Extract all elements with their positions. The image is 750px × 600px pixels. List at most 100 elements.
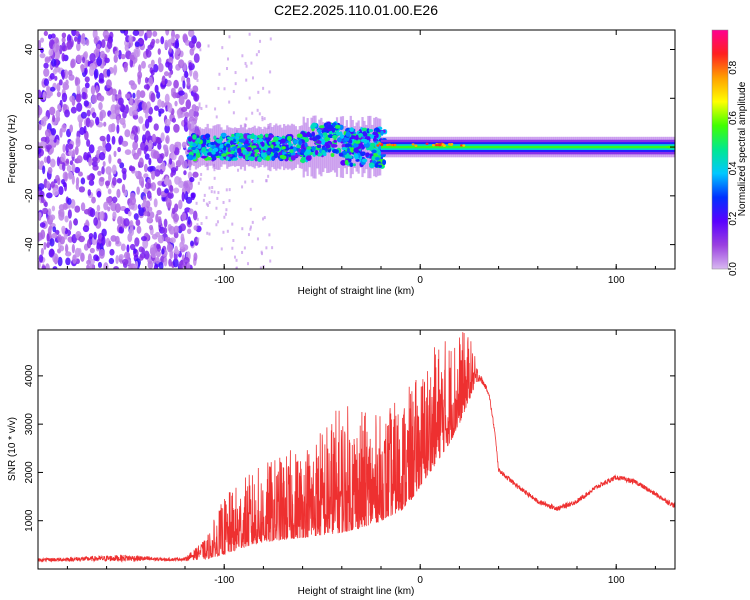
spectrogram-noise-blob [114,203,121,213]
spectrogram-sparse-dot [227,57,230,61]
spectrogram-sparse-dot [245,64,248,68]
spectrogram-noise-blob [133,248,137,254]
spectrogram-noise-blob [49,73,55,80]
spectrogram-noise-blob [132,109,139,116]
spectrogram-noise-blob [61,32,67,39]
spectrogram-noise-blob [101,39,106,49]
spectrogram-transition-blob [187,155,191,160]
spectrogram-sparse-dot [195,72,198,76]
spectrogram-noise-blob [182,80,186,89]
spectrogram-noise-blob [153,64,159,73]
spectrogram-noise-blob [43,156,48,163]
spectrogram-transition-blob [187,136,192,142]
spectrogram-noise-blob [46,241,50,249]
spectrogram-noise-blob [123,218,130,227]
spectrogram-noise-blob [86,264,90,269]
spectrogram-noise-blob [132,140,139,151]
spectrogram-noise-blob [123,62,128,73]
spectrogram-noise-blob [43,62,49,69]
spectrogram-transition-blob [296,144,301,149]
spectrogram-noise-blob [66,40,73,50]
spectrogram-noise-blob [97,95,105,102]
spectrogram-sparse-dot [210,190,213,194]
spectrogram-noise-blob [81,56,86,64]
spectrogram-noise-blob [144,111,149,119]
spectrogram-noise-blob [193,93,200,102]
spectrogram-noise-blob [150,92,156,103]
spectrogram-noise-blob [52,68,58,75]
spectrogram-noise-blob [51,205,56,212]
spectrogram-noise-blob [172,213,180,223]
spectrogram-noise-blob [48,48,54,57]
spectrogram-noise-blob [99,135,106,142]
spectrogram-noise-blob [95,116,100,126]
spectrogram-noise-blob [88,157,92,167]
spectrogram-noise-blob [138,101,143,111]
chart-title: C2E2.2025.110.01.00.E26 [274,2,438,18]
spectrogram-sparse-dot [202,198,205,202]
spectrogram-noise-blob [87,189,92,196]
spectrogram-noise-blob [89,208,96,218]
spectrogram-noise-blob [92,156,98,163]
spectrogram-noise-blob [138,207,145,217]
spectrogram-noise-blob [54,75,58,81]
spectrogram-hot-spot [378,142,382,145]
spectrogram-noise-blob [168,258,172,267]
spectrogram-noise-blob [167,102,173,113]
spectrogram-noise-blob [101,228,107,237]
spectrogram-noise-blob [75,177,80,186]
spectrogram-noise-blob [190,240,194,247]
snr-panel: -100 0 100 1000 2000 3000 4000 Height of stra… [7,329,676,597]
spectrogram-sparse-dot [247,233,250,237]
spectrogram-noise-blob [109,114,116,120]
spectrogram-transition-blob [375,133,379,139]
spectrogram-transition-blob [360,138,366,143]
spectrogram-noise-blob [49,248,55,257]
spectrogram-noise-blob [134,41,140,48]
spectrogram-sparse-dot [251,111,254,115]
spectrogram-sparse-dot [248,32,251,36]
spectrogram-transition-blob [244,140,249,144]
spectrogram-noise-blob [38,89,42,99]
spectrogram-transition-blob [210,141,216,146]
spectrogram-sparse-dot [211,186,214,190]
spectrogram-sparse-dot [218,72,221,76]
spectrogram-noise-blob [114,106,120,116]
spectrogram-transition-blob [347,155,353,159]
spectrogram-noise-blob [130,82,138,90]
spectrogram-sparse-dot [261,118,264,122]
spectrogram-noise-blob [38,159,41,169]
spectrogram-noise-blob [177,109,181,119]
spectrogram-noise-blob [61,162,66,172]
spectrogram-noise-blob [174,203,179,213]
spectrogram-noise-blob [136,186,140,195]
spectrogram-noise-blob [58,185,64,196]
spectrogram-noise-blob [158,110,162,117]
spectrogram-noise-blob [157,48,161,55]
spectrogram-noise-blob [144,182,152,190]
spectrogram-noise-blob [163,71,170,77]
spectrogram-noise-blob [106,68,111,77]
spectrogram-noise-blob [78,171,83,177]
spectrogram-noise-blob [122,258,129,266]
spectrogram-noise-blob [163,218,168,228]
spectrogram-noise-blob [65,257,71,266]
spectrogram-noise-blob [139,255,144,261]
spectrogram-hot-spot [393,143,397,147]
spectrogram-noise-blob [85,117,91,128]
spectrogram-transition-blob [230,140,234,146]
spectrogram-noise-blob [68,69,73,77]
spectrogram-sparse-dot [200,222,203,226]
spectrogram-noise-blob [99,176,105,182]
spectrogram-noise-blob [158,261,164,269]
spectrogram-noise-blob [93,37,98,45]
spectrogram-transition-blob [197,143,202,150]
spectrogram-sparse-dot [271,246,274,250]
spectrogram-noise-blob [173,123,180,133]
spectrogram-noise-blob [70,60,75,69]
spectrogram-noise-blob [71,243,75,254]
spectrogram-noise-blob [111,135,116,145]
spectrogram-noise-blob [64,243,69,254]
spectrogram-noise-blob [86,139,91,147]
spectrogram-noise-blob [84,82,90,89]
